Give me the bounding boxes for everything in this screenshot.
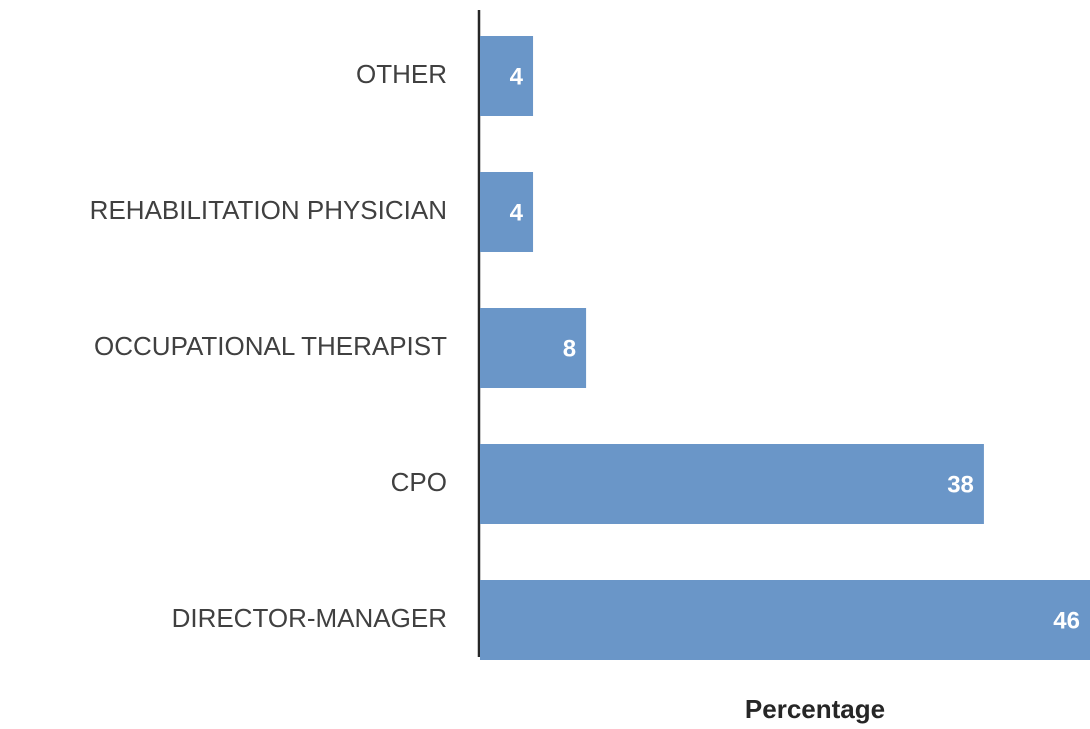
data-label: 46: [1053, 607, 1080, 634]
y-tick-label: OTHER: [356, 59, 447, 89]
y-tick-label: DIRECTOR-MANAGER: [172, 603, 447, 633]
y-tick-label: REHABILITATION PHYSICIAN: [90, 195, 447, 225]
data-label: 38: [947, 471, 974, 498]
y-tick-label: CPO: [391, 467, 447, 497]
x-axis-label: Percentage: [745, 694, 885, 724]
y-tick-label: OCCUPATIONAL THERAPIST: [94, 331, 447, 361]
bar: [480, 308, 587, 388]
data-label: 8: [563, 335, 576, 362]
bar: [480, 172, 534, 252]
data-label: 4: [510, 63, 524, 90]
data-label: 4: [510, 199, 524, 226]
bar: [480, 580, 1090, 660]
bar: [480, 444, 984, 524]
bar: [480, 36, 534, 116]
